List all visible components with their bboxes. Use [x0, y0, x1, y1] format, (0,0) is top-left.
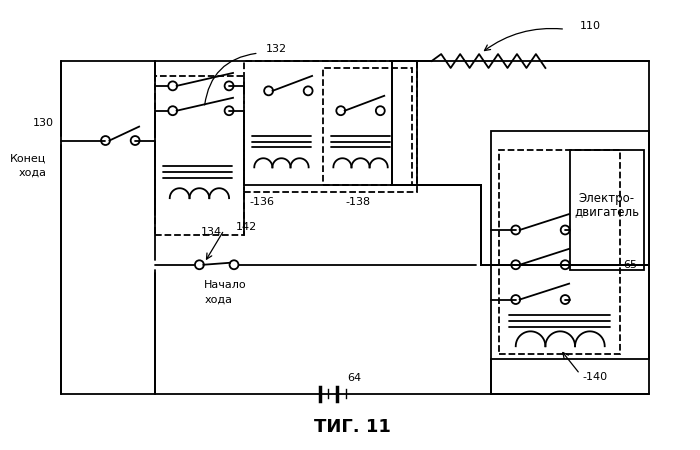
Bar — [244, 61, 417, 192]
Text: 65: 65 — [623, 260, 637, 270]
Text: -136: -136 — [249, 197, 274, 207]
Text: 132: 132 — [265, 44, 287, 54]
Bar — [499, 150, 620, 354]
Text: Электро-: Электро- — [579, 192, 635, 205]
Text: 64: 64 — [348, 373, 362, 383]
Text: Начало: Начало — [204, 279, 247, 290]
Text: двигатель: двигатель — [574, 206, 639, 219]
Bar — [155, 76, 244, 235]
Text: хода: хода — [204, 295, 232, 305]
Bar — [323, 68, 412, 185]
Text: -138: -138 — [345, 197, 370, 207]
Text: 142: 142 — [236, 222, 257, 232]
Text: хода: хода — [18, 167, 46, 177]
Text: Конец: Конец — [10, 153, 46, 163]
Text: 130: 130 — [33, 117, 54, 128]
Text: 110: 110 — [580, 21, 601, 31]
Text: ΤИГ. 11: ΤИГ. 11 — [314, 418, 391, 436]
Text: 134: 134 — [201, 227, 222, 237]
Text: -140: -140 — [582, 372, 608, 382]
Bar — [491, 130, 649, 359]
Bar — [570, 150, 644, 270]
